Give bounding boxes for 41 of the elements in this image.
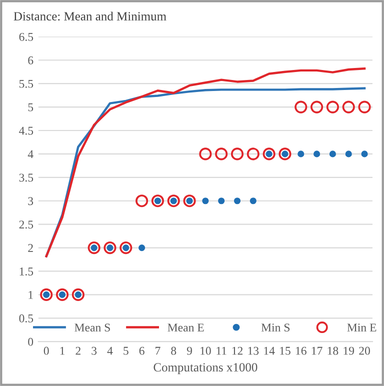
y-tick-label: 5.5 xyxy=(19,80,34,88)
y-tick-label: 6 xyxy=(28,56,34,64)
x-tick-label: 19 xyxy=(344,346,354,355)
y-tick-label: 4 xyxy=(28,150,34,158)
x-tick-label: 1 xyxy=(60,346,65,355)
x-axis-title: Computations x1000 xyxy=(154,363,258,374)
x-tick-label: 2 xyxy=(76,346,80,355)
y-tick-label: 6.5 xyxy=(19,32,34,41)
legend-label: Mean E xyxy=(168,324,204,332)
y-tick-label: 2 xyxy=(28,244,33,252)
y-tick-label: 2.5 xyxy=(19,220,34,229)
x-tick-label: 12 xyxy=(232,346,243,355)
x-tick-label: 8 xyxy=(171,346,176,355)
x-tick-label: 4 xyxy=(107,346,113,355)
x-tick-label: 0 xyxy=(44,346,49,355)
y-tick-label: 3 xyxy=(28,197,34,206)
y-tick-label: 0.5 xyxy=(19,314,34,322)
x-tick-label: 11 xyxy=(216,346,226,355)
y-tick-label: 4.5 xyxy=(19,126,34,135)
legend-label: Mean S xyxy=(74,324,110,332)
x-tick-label: 18 xyxy=(328,346,338,355)
x-tick-label: 10 xyxy=(200,346,211,355)
chart-title: Distance: Mean and Minimum xyxy=(14,12,166,21)
y-tick-label: 5 xyxy=(28,103,34,112)
y-tick-label: 1 xyxy=(28,291,33,299)
x-tick-label: 20 xyxy=(359,346,370,355)
y-tick-label: 3.5 xyxy=(19,174,34,182)
x-tick-label: 16 xyxy=(296,346,306,355)
y-tick-label: 1.5 xyxy=(20,268,34,276)
x-tick-label: 9 xyxy=(186,346,192,355)
x-tick-label: 6 xyxy=(139,346,144,355)
x-tick-label: 7 xyxy=(156,346,160,355)
x-tick-label: 15 xyxy=(280,346,290,355)
legend-label: Min E xyxy=(347,324,376,332)
x-tick-label: 13 xyxy=(248,346,259,355)
x-tick-label: 3 xyxy=(92,346,97,355)
x-tick-label: 14 xyxy=(264,346,275,355)
x-tick-label: 17 xyxy=(312,346,322,355)
legend-label: Min S xyxy=(261,324,290,332)
y-tick-label: 0 xyxy=(28,338,34,346)
x-tick-label: 5 xyxy=(124,346,128,355)
